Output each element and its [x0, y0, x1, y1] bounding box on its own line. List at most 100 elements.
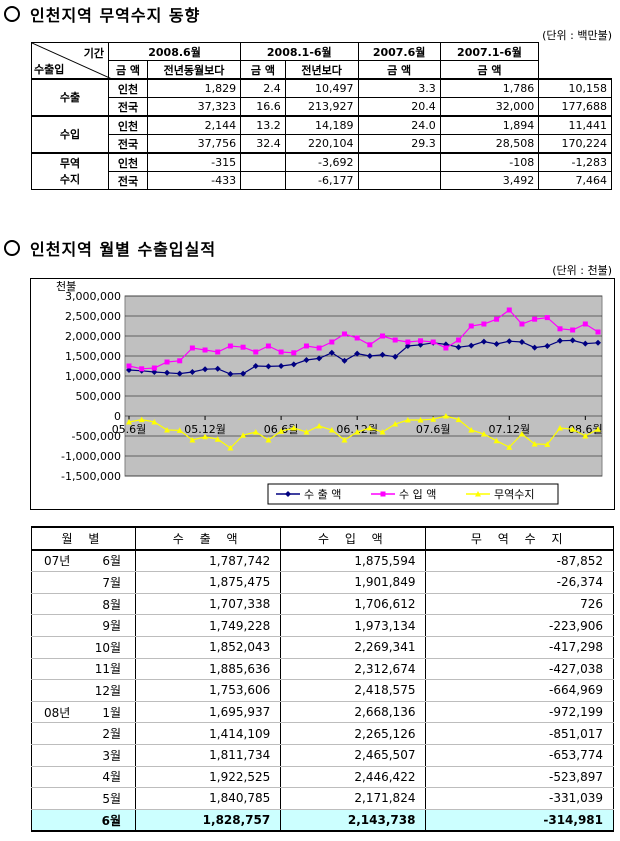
import-cell: 2,265,126	[280, 722, 427, 745]
period-header: 2007.1-6월	[439, 42, 540, 61]
month-label: 5월	[102, 791, 121, 806]
data-point-triangle	[138, 416, 145, 423]
legend-label: 무역수지	[494, 488, 534, 501]
data-point-diamond	[569, 337, 576, 344]
export-cell: 1,811,734	[134, 744, 282, 767]
trade-cell: 37,756	[146, 134, 242, 154]
export-cell: 1,695,937	[134, 701, 282, 724]
x-tick-label: 07.6월	[416, 423, 451, 436]
trade-cell: 1,894	[439, 115, 540, 135]
month-cell: 10월	[31, 636, 136, 659]
data-point-triangle	[316, 423, 323, 429]
trade-cell: -315	[146, 152, 242, 172]
export-cell: 1,787,742	[134, 549, 282, 573]
data-point-square	[506, 307, 512, 313]
x-tick-label: 05.12월	[184, 423, 226, 436]
trade-cell: 10,158	[538, 78, 612, 98]
monthly-row: 10월 1,852,043 2,269,341 -417,298	[31, 636, 614, 659]
data-point-diamond	[366, 353, 373, 359]
trade-cell: -108	[439, 152, 540, 172]
data-point-diamond	[392, 353, 399, 360]
export-cell: 1,414,109	[134, 722, 282, 745]
trade-cell	[240, 171, 286, 190]
data-point-diamond	[189, 369, 196, 375]
col-header-month: 월 별	[31, 526, 136, 551]
monthly-row: 2월 1,414,109 2,265,126 -851,017	[31, 722, 614, 745]
import-cell: 2,269,341	[280, 636, 427, 659]
data-point-diamond	[379, 351, 386, 358]
group-label: 수출	[31, 78, 109, 117]
data-point-triangle	[493, 437, 500, 444]
corner-top-label: 기간	[83, 46, 104, 60]
export-cell: 1,852,043	[134, 636, 282, 659]
data-point-square	[392, 337, 398, 343]
trade-row: 전국 37,323 16.6 213,927 20.4 32,000 177,688	[31, 97, 612, 117]
data-point-square	[139, 366, 145, 372]
month-cell: 4월	[31, 766, 136, 789]
data-point-triangle	[430, 416, 437, 422]
data-point-triangle	[556, 425, 563, 431]
corner-diagonal	[32, 43, 112, 79]
trade-row: 수출 인천 1,829 2.4 10,497 3.3 1,786 10,158	[31, 78, 612, 117]
import-cell: 2,312,674	[280, 658, 427, 681]
trade-cell: 2.4	[240, 78, 286, 98]
monthly-row: 12월 1,753,606 2,418,575 -664,969	[31, 679, 614, 702]
data-point-diamond	[417, 341, 424, 348]
corner-header: 기간 수출입	[31, 42, 112, 80]
data-point-square	[430, 339, 436, 345]
month-cell: 8월	[31, 593, 136, 616]
data-point-triangle	[404, 417, 411, 423]
balance-cell: -417,298	[425, 636, 614, 659]
data-point-triangle	[366, 425, 373, 431]
plot-area	[124, 295, 603, 477]
subheader: 금 액	[240, 60, 286, 80]
data-point-square	[227, 343, 233, 349]
trade-cell: -433	[146, 171, 242, 190]
data-point-triangle	[278, 428, 285, 434]
export-cell: 1,885,636	[134, 658, 282, 681]
data-point-square	[215, 349, 221, 355]
y-tick-label: 500,000	[76, 390, 122, 403]
trade-cell: 1,829	[146, 78, 242, 98]
trade-cell: 170,224	[538, 134, 612, 154]
data-point-diamond	[202, 366, 209, 373]
month-label: 6월	[101, 813, 121, 828]
data-point-diamond	[164, 369, 171, 376]
subheader: 금 액	[439, 60, 540, 80]
data-point-diamond	[290, 361, 297, 368]
balance-cell: -427,038	[425, 658, 614, 681]
subheader: 금 액	[357, 60, 441, 80]
y-tick-label: 1,500,000	[65, 350, 121, 363]
data-point-triangle	[595, 426, 601, 432]
y-axis-unit-label: 천불	[56, 279, 76, 293]
data-point-square	[557, 326, 563, 332]
data-point-square	[303, 343, 309, 349]
trade-cell: 32.4	[240, 134, 286, 154]
y-tick-label: 0	[114, 410, 121, 423]
balance-cell: -972,199	[425, 701, 614, 724]
data-point-triangle	[303, 429, 310, 435]
group-label: 무역 수지	[31, 152, 109, 190]
data-point-triangle	[214, 436, 221, 442]
group-label: 수입	[31, 115, 109, 154]
trade-row: 전국 37,756 32.4 220,104 29.3 28,508 170,224	[31, 134, 612, 154]
subheader: 금 액	[108, 60, 148, 80]
region-label: 인천	[108, 152, 148, 172]
data-point-diamond	[544, 343, 551, 349]
data-point-triangle	[354, 429, 361, 435]
import-cell: 1,973,134	[280, 614, 427, 637]
data-point-triangle	[202, 433, 209, 440]
y-tick-label: 2,500,000	[65, 310, 121, 323]
period-header: 2008.6월	[107, 42, 242, 61]
data-point-diamond	[265, 363, 272, 370]
trade-cell: 28,508	[439, 134, 540, 154]
trade-cell: -1,283	[538, 152, 612, 172]
data-point-triangle	[480, 431, 487, 437]
month-cell: 12월	[31, 679, 136, 702]
region-label: 전국	[108, 171, 148, 190]
balance-cell: -523,897	[425, 766, 614, 789]
balance-cell: -223,906	[425, 614, 614, 637]
col-header-balance: 무 역 수 지	[425, 526, 614, 551]
x-tick-label: 07.12월	[488, 423, 530, 436]
region-label: 인천	[108, 78, 148, 98]
